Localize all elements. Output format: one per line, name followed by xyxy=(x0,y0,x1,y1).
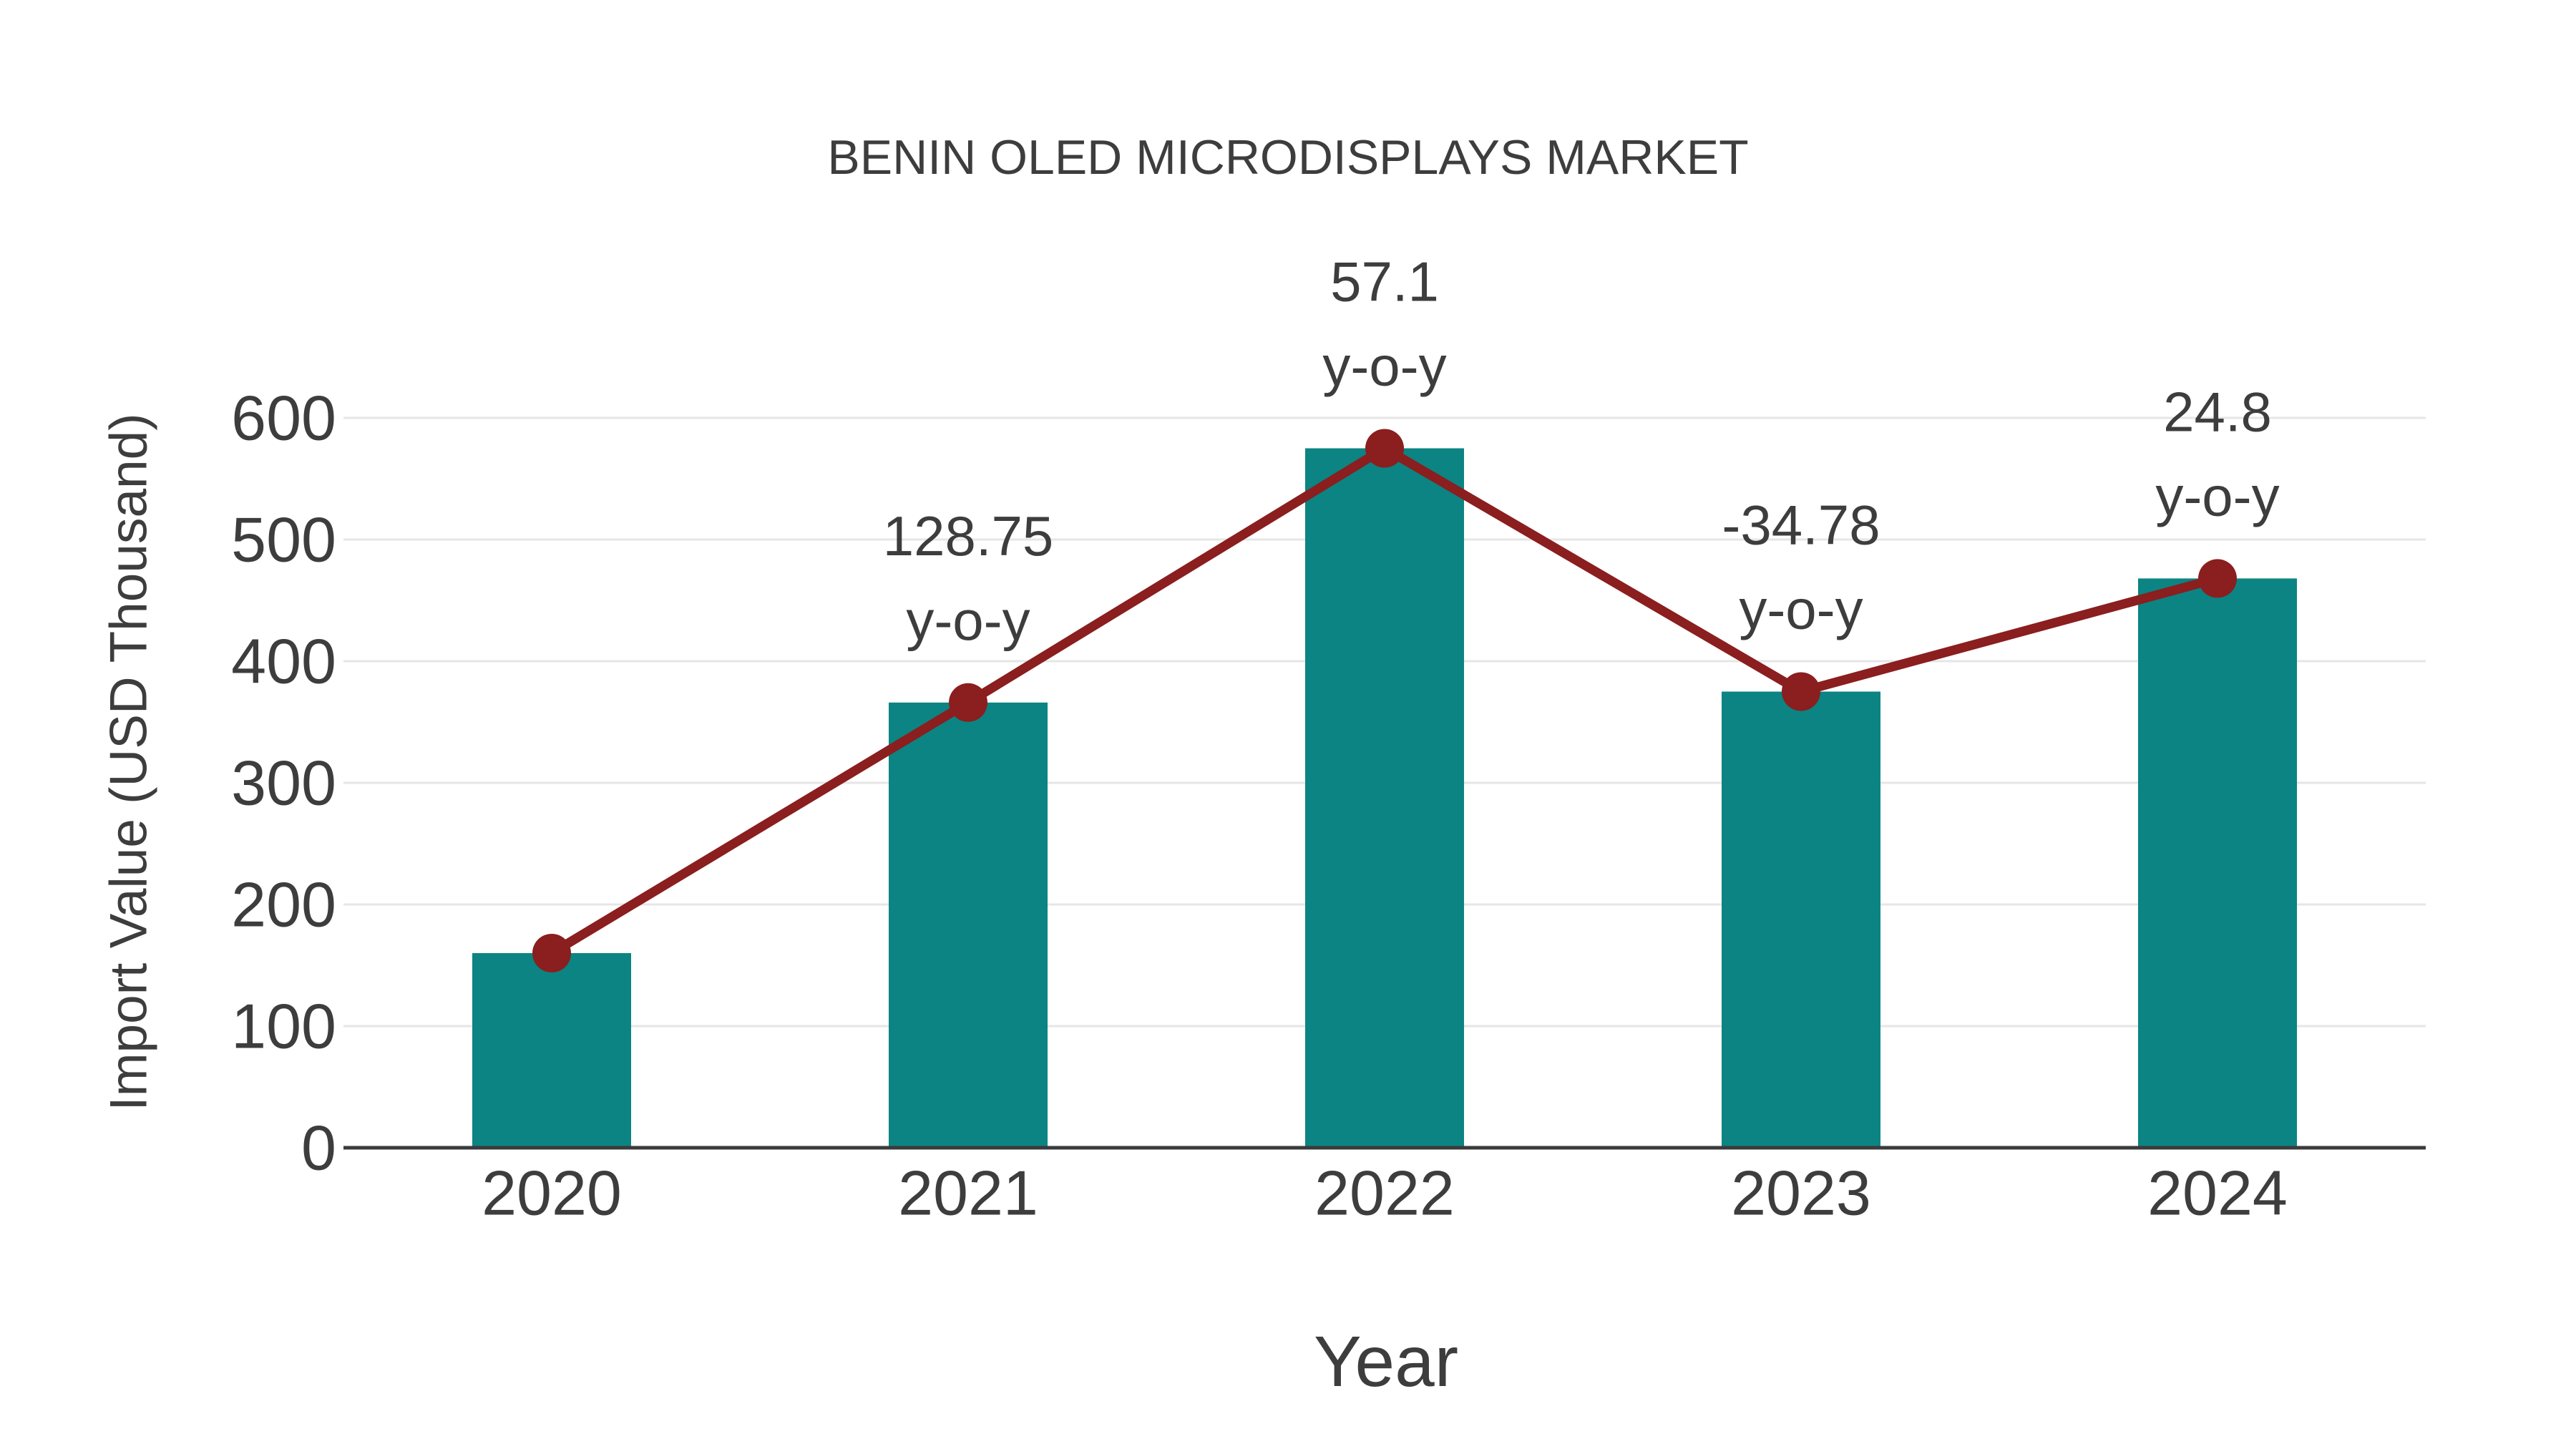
y-tick-label: 400 xyxy=(231,626,336,697)
x-tick-label: 2021 xyxy=(898,1158,1038,1229)
bar xyxy=(2138,578,2297,1148)
y-tick-label: 300 xyxy=(231,748,336,819)
bar xyxy=(1722,691,1880,1148)
x-tick-label: 2020 xyxy=(482,1158,622,1229)
bar xyxy=(472,953,631,1148)
trend-marker xyxy=(532,934,571,972)
yoy-value-label: 128.75 xyxy=(883,504,1054,567)
y-tick-label: 600 xyxy=(231,383,336,454)
y-tick-label: 0 xyxy=(301,1113,336,1184)
trend-marker xyxy=(2198,559,2237,598)
y-axis-label: Import Value (USD Thousand) xyxy=(100,413,158,1111)
chart-title: BENIN OLED MICRODISPLAYS MARKET xyxy=(827,130,1748,185)
bar xyxy=(889,702,1048,1148)
y-tick-label: 200 xyxy=(231,869,336,940)
trend-marker xyxy=(1365,429,1404,468)
x-axis-label: Year xyxy=(1314,1322,1458,1402)
x-tick-label: 2022 xyxy=(1314,1158,1455,1229)
bar xyxy=(1305,448,1464,1148)
trend-marker xyxy=(1782,672,1820,711)
yoy-value-label: -34.78 xyxy=(1722,494,1880,557)
y-axis-tick-labels: 0 100 200 300 400 500 600 xyxy=(231,383,336,1184)
yoy-value-label: 24.8 xyxy=(2163,380,2272,443)
x-tick-label: 2023 xyxy=(1731,1158,1871,1229)
y-tick-label: 100 xyxy=(231,991,336,1062)
yoy-suffix-label: y-o-y xyxy=(1739,578,1863,641)
x-tick-label: 2024 xyxy=(2147,1158,2288,1229)
yoy-suffix-label: y-o-y xyxy=(906,589,1030,652)
yoy-value-label: 57.1 xyxy=(1330,250,1439,313)
yoy-suffix-label: y-o-y xyxy=(1322,335,1446,398)
bar-series xyxy=(472,448,2297,1148)
yoy-annotations: 128.75 y-o-y 57.1 y-o-y -34.78 y-o-y 24.8 y-o-y xyxy=(883,250,2280,652)
trend-markers xyxy=(532,429,2237,972)
y-tick-label: 500 xyxy=(231,504,336,575)
x-axis-tick-labels: 2020 2021 2022 2023 2024 xyxy=(482,1158,2288,1229)
trend-marker xyxy=(949,683,987,722)
yoy-suffix-label: y-o-y xyxy=(2155,464,2279,527)
